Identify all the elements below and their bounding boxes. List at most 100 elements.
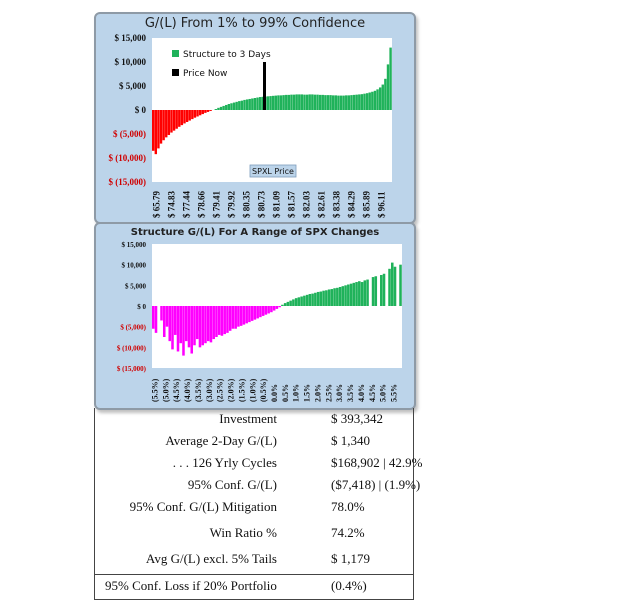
bar: [190, 306, 193, 354]
bar: [172, 110, 176, 131]
y-tick-label: $ 0: [137, 303, 146, 311]
bar: [332, 95, 335, 110]
bar: [298, 94, 301, 110]
x-tick-label: $ 96.11: [377, 191, 387, 218]
bar: [311, 94, 314, 110]
bar: [240, 100, 244, 110]
bar: [305, 294, 309, 306]
stat-value: $ 1,340: [331, 433, 370, 448]
x-tick-label: $ 81.09: [272, 191, 282, 219]
bar: [152, 110, 155, 151]
bar: [180, 110, 184, 126]
bar: [365, 93, 369, 110]
x-tick-label: 2.0%: [313, 384, 322, 402]
bar: [355, 94, 358, 110]
bar: [227, 104, 231, 110]
bar: [294, 298, 298, 306]
bar: [363, 280, 367, 306]
bar: [285, 94, 288, 110]
y-tick-label: $ 15,000: [115, 33, 147, 43]
x-tick-label: $ 80.35: [242, 191, 252, 219]
bar: [220, 306, 224, 336]
y-tick-label: $ (15,000): [109, 177, 147, 187]
bar: [243, 99, 246, 110]
bar: [363, 93, 366, 110]
x-tick-label: $ 82.61: [317, 191, 327, 219]
legend-swatch: [172, 50, 179, 57]
x-tick-label: 4.0%: [357, 384, 366, 402]
x-tick-label: $ 77.44: [182, 191, 192, 219]
bar: [384, 78, 387, 110]
x-tick-label: 2.5%: [324, 384, 333, 402]
x-tick-label: (3.5%): [194, 378, 203, 402]
bar: [187, 306, 191, 348]
bar: [318, 94, 322, 110]
bar: [217, 306, 221, 335]
x-tick-label: 3.5%: [346, 384, 355, 402]
bar: [300, 94, 304, 110]
chart-title: G/(L) From 1% to 99% Confidence: [144, 16, 366, 31]
bar: [269, 96, 272, 110]
chart-panel-spx-changes: Structure G/(L) For A Range of SPX Chang…: [94, 222, 416, 410]
x-tick-label: (0.5%): [259, 378, 268, 402]
bar: [350, 95, 353, 110]
stat-row-average-gain: Average 2-Day G/(L) $ 1,340: [95, 430, 413, 452]
bar: [170, 110, 173, 133]
y-tick-label: $ (10,000): [109, 153, 147, 163]
y-tick-label: $ 5,000: [119, 81, 147, 91]
x-tick-label: 3.0%: [335, 384, 344, 402]
chart-panel-confidence: G/(L) From 1% to 99% Confidence $ (15,00…: [94, 12, 416, 224]
bar: [380, 275, 383, 306]
bar: [292, 299, 295, 306]
bar: [334, 95, 338, 110]
bar: [308, 294, 312, 306]
bar: [248, 306, 251, 323]
bar: [239, 306, 243, 326]
x-axis-label: SPXL Price: [252, 167, 294, 176]
bar: [382, 273, 386, 306]
bar: [327, 289, 331, 306]
bar: [329, 95, 332, 110]
stat-label: Avg G/(L) excl. 5% Tails: [145, 551, 277, 566]
bar: [347, 284, 350, 306]
bar: [337, 95, 340, 110]
bar: [371, 277, 375, 306]
chart-title: Structure G/(L) For A Range of SPX Chang…: [130, 227, 380, 238]
stat-row-investment: Investment $ 393,342: [95, 408, 413, 430]
bar: [209, 306, 213, 343]
x-tick-label: (2.5%): [216, 378, 225, 402]
bar: [154, 110, 158, 155]
bar: [165, 110, 168, 138]
bar: [324, 95, 327, 110]
x-tick-label: $ 85.89: [362, 191, 372, 219]
bar: [188, 110, 191, 121]
stat-row-yearly-cycles: . . . 126 Yrly Cycles $168,902 | 42.9%: [95, 452, 423, 474]
bar: [228, 306, 232, 331]
x-tick-label: (5.5%): [150, 378, 159, 402]
bar: [253, 306, 257, 320]
bar: [341, 286, 345, 306]
bar: [219, 106, 223, 110]
y-tick-label: $ 0: [135, 105, 147, 115]
bar: [388, 268, 391, 306]
chart-spx-changes-svg: $ (15,000) $ (10,000) $ (5,000) $ 0 $ 5,000 $…: [117, 241, 402, 402]
bar: [319, 291, 323, 306]
bar: [162, 306, 166, 337]
bar: [289, 300, 292, 306]
bar: [201, 306, 204, 346]
stat-label: Investment: [219, 411, 277, 426]
bar: [167, 110, 171, 135]
bar: [389, 47, 392, 110]
bar: [242, 306, 246, 325]
bar: [256, 306, 259, 319]
bar: [281, 304, 284, 306]
y-tick-label: $ (15,000): [117, 365, 147, 373]
bar: [253, 98, 257, 110]
x-tick-label: $ 81.57: [287, 191, 297, 219]
x-tick-label: $ 65.79: [152, 191, 162, 219]
bar: [321, 94, 324, 110]
x-tick-label: (3.0%): [205, 378, 214, 402]
bar: [152, 306, 155, 329]
x-tick-label: (5.0%): [161, 378, 170, 402]
bar: [303, 94, 306, 110]
